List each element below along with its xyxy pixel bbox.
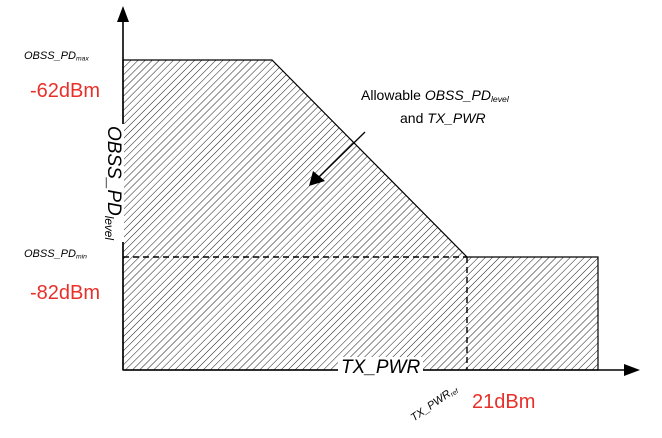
annotation-arrow-head xyxy=(309,171,325,186)
obss-min-dbm-label: -82dBm xyxy=(30,282,101,304)
annotation-line-1: Allowable OBSS_PDlevel xyxy=(361,87,509,105)
obss-pd-max-label: OBSS_PDmax xyxy=(24,50,89,63)
annotation-arrow-line xyxy=(317,131,366,179)
tx-ref-dbm-label: 21dBm xyxy=(472,391,536,413)
x-axis-arrow xyxy=(624,364,640,376)
annotation-line-2: and TX_PWR xyxy=(400,110,486,126)
obss-max-dbm-label: -62dBm xyxy=(30,80,101,102)
obss-pd-min-label: OBSS_PDmin xyxy=(24,248,87,261)
allowable-region xyxy=(122,59,599,371)
x-axis-title: TX_PWR xyxy=(338,357,424,379)
y-axis-title: OBSS_PDlevel xyxy=(102,124,124,242)
y-axis-arrow xyxy=(117,6,129,22)
